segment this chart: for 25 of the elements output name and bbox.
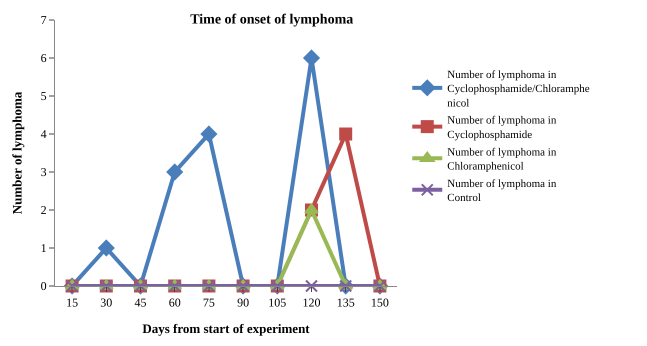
legend-label: Number of lymphoma in Cyclophosphamide/Chloramphenicol <box>447 68 590 110</box>
y-tick-label: 3 <box>40 165 47 180</box>
chart-title: Time of onset of lymphoma <box>190 12 354 28</box>
y-tick-label: 4 <box>40 127 47 142</box>
x-tick-label: 15 <box>66 295 78 310</box>
y-tick-label: 5 <box>40 89 47 104</box>
y-tick-label: 2 <box>40 203 47 218</box>
x-tick-label: 90 <box>237 295 250 310</box>
x-tick-label: 105 <box>268 295 286 310</box>
legend-label: Number of lymphoma in Control <box>447 178 557 204</box>
legend-label: Number of lymphoma in Chloramphenicol <box>447 146 557 173</box>
x-tick-label: 120 <box>302 295 320 310</box>
y-tick-label: 6 <box>40 51 47 66</box>
x-tick-label: 150 <box>370 295 389 310</box>
y-tick-label: 7 <box>40 13 47 28</box>
y-tick-label: 1 <box>40 241 47 256</box>
x-tick-label: 135 <box>336 295 355 310</box>
x-axis-title: Days from start of experiment <box>142 321 310 336</box>
legend-label: Number of lymphoma in Cyclophosphamide <box>447 114 557 142</box>
x-tick-label: 45 <box>134 295 146 310</box>
y-tick-label: 0 <box>40 279 47 294</box>
x-tick-label: 60 <box>168 295 181 310</box>
y-axis-title: Number of lymphoma <box>10 91 25 214</box>
x-tick-label: 30 <box>100 295 112 310</box>
x-tick-label: 75 <box>202 295 215 310</box>
